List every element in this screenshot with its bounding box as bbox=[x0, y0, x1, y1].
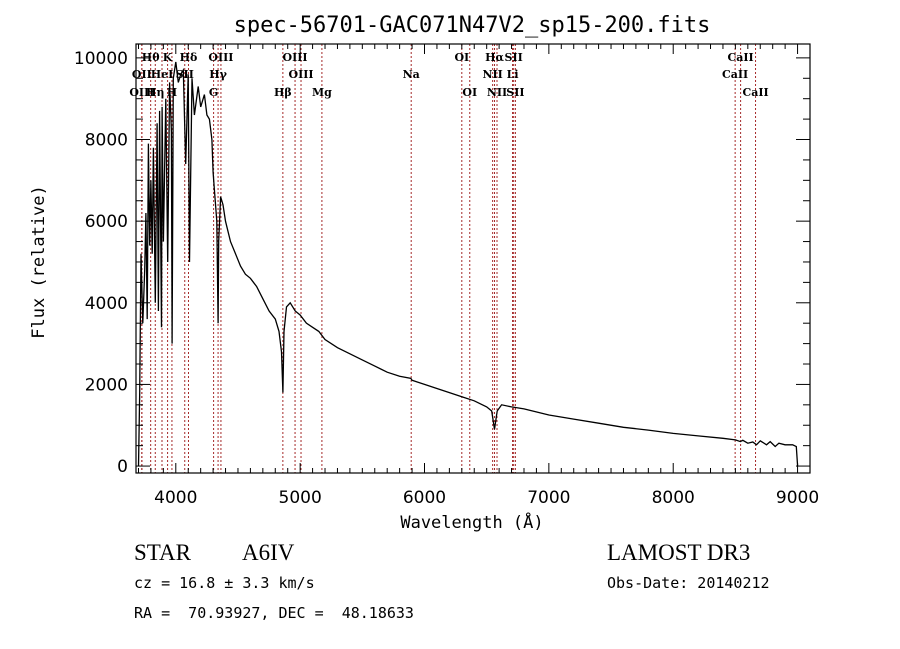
plot-frame bbox=[135, 43, 811, 474]
spectral-line-markers bbox=[141, 44, 757, 473]
spectral-line-label: Mg bbox=[312, 86, 332, 99]
survey-name: LAMOST DR3 bbox=[607, 540, 751, 565]
coordinates-text: RA = 70.93927, DEC = 48.18633 bbox=[134, 604, 414, 622]
spectral-line-label: OIII bbox=[283, 51, 308, 64]
spectral-line-label: Hθ bbox=[142, 51, 160, 64]
spectral-line-label: OIII bbox=[289, 68, 314, 81]
x-axis-label: Wavelength (Å) bbox=[400, 511, 543, 533]
spectral-line-label: OII bbox=[132, 68, 152, 81]
y-tick-label: 8000 bbox=[85, 131, 128, 151]
spectral-line-label: SII bbox=[506, 86, 524, 99]
y-tick-label: 0 bbox=[117, 457, 128, 477]
spectral-line-label: OI bbox=[454, 51, 469, 64]
spectrum-line bbox=[137, 61, 799, 467]
redshift-text: cz = 16.8 ± 3.3 km/s bbox=[134, 574, 315, 592]
spectral-line-label: OI bbox=[462, 86, 477, 99]
spectral-line-label: SII bbox=[505, 51, 523, 64]
spectral-line-label: Hγ bbox=[209, 68, 227, 81]
object-class: STAR bbox=[134, 540, 191, 565]
series-layer bbox=[137, 61, 799, 467]
spectral-line-label: OIII bbox=[129, 86, 154, 99]
spectral-line-label: HeI bbox=[151, 68, 174, 81]
spectral-line-label: Hβ bbox=[274, 86, 292, 99]
spectral-line-label: G bbox=[209, 86, 218, 99]
spectral-line-label: Hα bbox=[485, 51, 504, 64]
x-tick-label: 5000 bbox=[279, 488, 322, 508]
x-tick-label: 9000 bbox=[776, 488, 819, 508]
y-tick-label: 4000 bbox=[85, 294, 128, 314]
spectral-line-label: Hη bbox=[146, 86, 164, 99]
y-tick-label: 6000 bbox=[85, 212, 128, 232]
x-tick-label: 7000 bbox=[527, 488, 570, 508]
y-tick-label: 2000 bbox=[85, 375, 128, 395]
axes: 4000 5000 6000 7000 8000 9000 0 2000 4000 6000 800… bbox=[74, 43, 819, 508]
spectral-line-label: CaII bbox=[742, 86, 768, 99]
y-tick-label: 10000 bbox=[74, 49, 128, 69]
spectral-line-label: Hδ bbox=[180, 51, 198, 64]
spectral-line-label: K bbox=[163, 51, 173, 64]
obs-date: Obs-Date: 20140212 bbox=[607, 574, 770, 592]
spectral-line-label: SII bbox=[176, 68, 194, 81]
chart-title: spec-56701-GAC071N47V2_sp15-200.fits bbox=[234, 13, 711, 38]
spectral-line-label: NII bbox=[482, 68, 502, 81]
spectral-line-label: Na bbox=[403, 68, 420, 81]
object-subclass: A6IV bbox=[242, 540, 295, 565]
spectral-line-label: CaII bbox=[728, 51, 754, 64]
spectral-line-label: NII bbox=[487, 86, 507, 99]
y-axis-label: Flux (relative) bbox=[29, 185, 49, 339]
spectral-line-label: CaII bbox=[722, 68, 748, 81]
x-tick-label: 8000 bbox=[652, 488, 695, 508]
x-tick-label: 6000 bbox=[403, 488, 446, 508]
spectral-line-label: H bbox=[167, 86, 177, 99]
x-tick-label: 4000 bbox=[154, 488, 197, 508]
spectral-line-label: OIII bbox=[208, 51, 233, 64]
spectral-line-label: Li bbox=[507, 68, 519, 81]
